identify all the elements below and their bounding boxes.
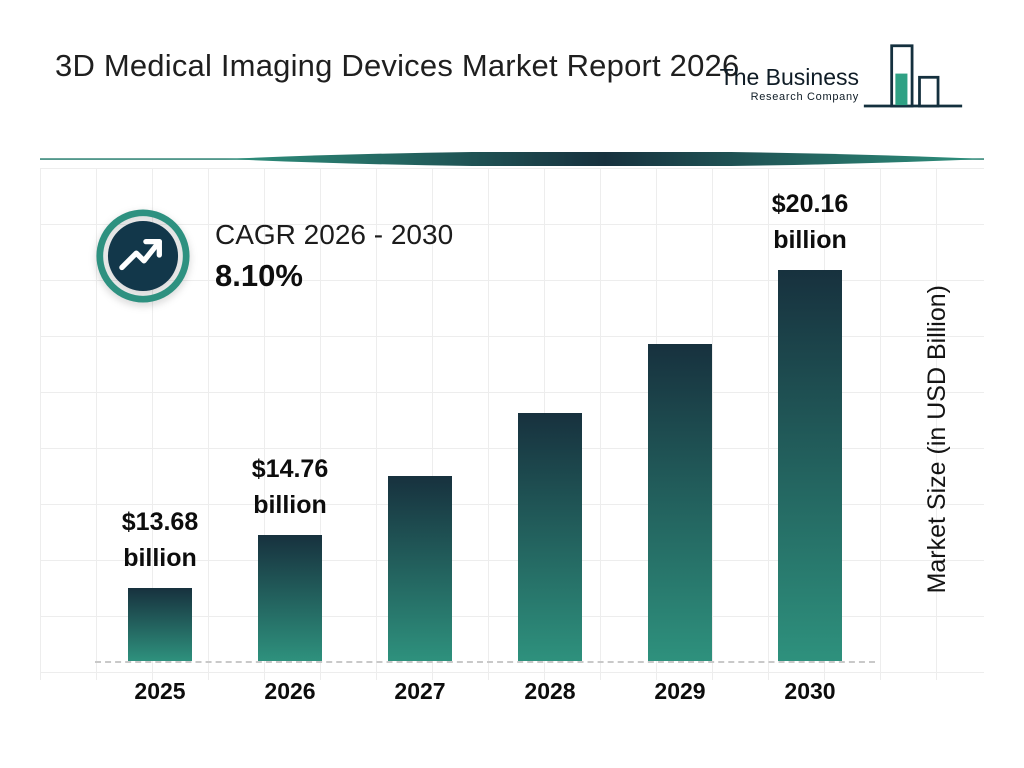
x-axis-labels: 2025 2026 2027 2028 2029 2030: [95, 678, 875, 705]
bar-group: [485, 172, 615, 661]
bar-group: $13.68 billion: [95, 172, 225, 661]
bar-2025: [128, 588, 192, 661]
logo-text: The Business Research Company: [720, 64, 859, 103]
plot-area: $13.68 billion $14.76 billion $20.16 billion: [95, 172, 875, 663]
bar-2027: [388, 476, 452, 661]
cagr-text: CAGR 2026 - 2030 8.10%: [215, 219, 453, 294]
y-axis-title: Market Size (in USD Billion): [923, 285, 951, 594]
bar-group: [615, 172, 745, 661]
logo-subtitle: Research Company: [750, 91, 859, 103]
x-axis-label: 2026: [264, 678, 316, 704]
logo: The Business Research Company: [720, 42, 964, 120]
x-axis-label: 2025: [134, 678, 186, 704]
trending-up-icon: [96, 209, 190, 303]
x-axis-label: 2029: [654, 678, 706, 704]
x-axis-label: 2030: [784, 678, 836, 704]
x-axis-label: 2028: [524, 678, 576, 704]
bar-2028: [518, 413, 582, 661]
cagr-label: CAGR 2026 - 2030: [215, 218, 454, 250]
logo-name: The Business: [719, 64, 859, 90]
section-divider: [40, 152, 984, 166]
x-axis-label: 2027: [394, 678, 446, 704]
bar-value-label: $13.68 billion: [121, 508, 199, 572]
bar-group: [355, 172, 485, 661]
page-title: 3D Medical Imaging Devices Market Report…: [55, 48, 740, 83]
bar-chart-logo-icon: [863, 44, 963, 108]
cagr-value: 8.10%: [215, 257, 303, 293]
bar-2029: [648, 344, 712, 661]
bar-group: $14.76 billion: [225, 172, 355, 661]
cagr-badge: CAGR 2026 - 2030 8.10%: [95, 208, 453, 304]
bar-2026: [258, 535, 322, 661]
bar-value-label: $14.76 billion: [251, 455, 329, 519]
bar-2030: [778, 270, 842, 661]
bar-value-label: $20.16 billion: [771, 190, 849, 254]
bar-group: $20.16 billion: [745, 172, 875, 661]
